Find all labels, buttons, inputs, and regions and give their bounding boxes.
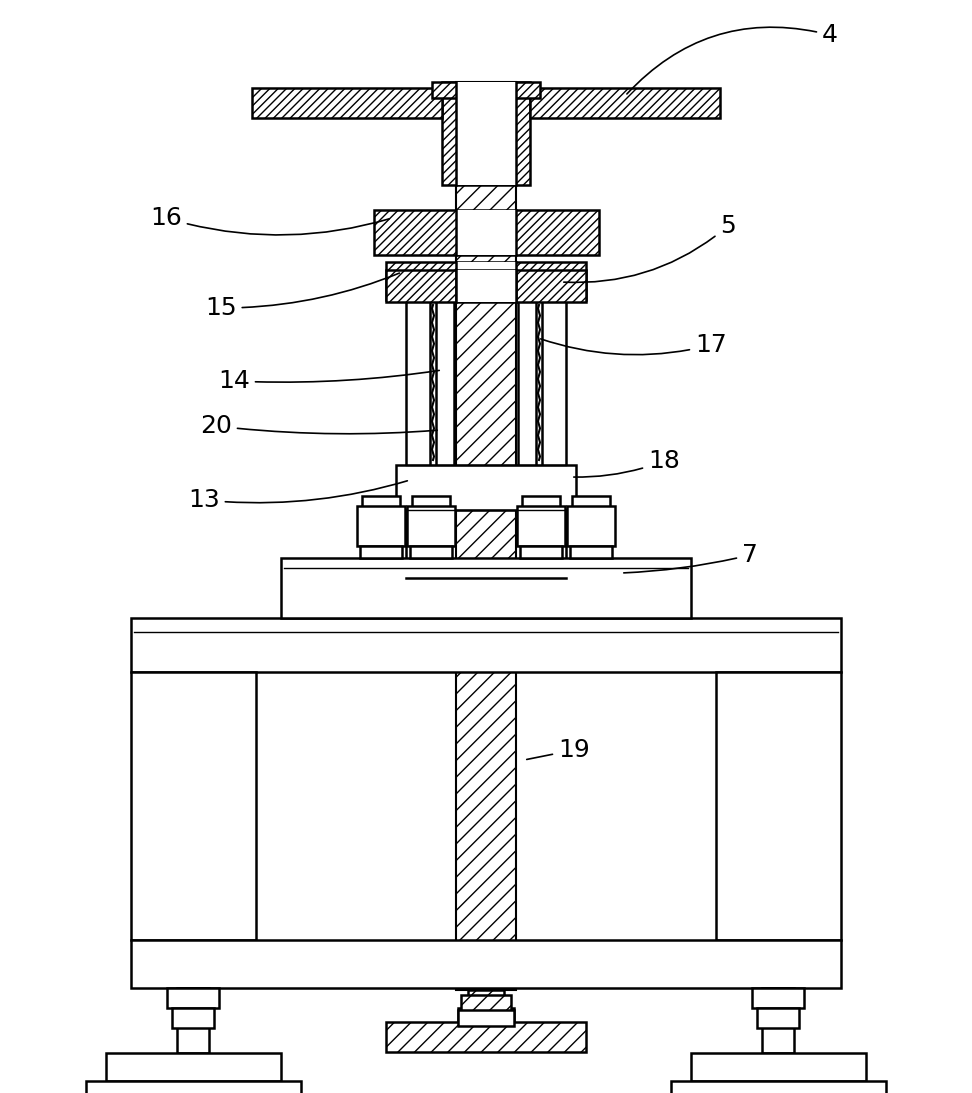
- Bar: [396, 465, 576, 510]
- Bar: [386, 262, 586, 299]
- Bar: [131, 940, 841, 988]
- Bar: [520, 546, 562, 559]
- Bar: [407, 506, 455, 546]
- Bar: [456, 82, 516, 185]
- Bar: [572, 496, 610, 556]
- Bar: [458, 1008, 514, 1022]
- Bar: [458, 1010, 514, 1026]
- Bar: [456, 270, 516, 302]
- Bar: [177, 988, 209, 1053]
- Bar: [762, 988, 794, 1053]
- Text: 20: 20: [200, 414, 437, 438]
- Bar: [357, 506, 405, 546]
- Bar: [691, 1053, 866, 1081]
- Bar: [131, 672, 256, 940]
- Bar: [542, 299, 566, 578]
- Bar: [106, 1053, 281, 1081]
- Bar: [362, 496, 400, 556]
- Bar: [167, 988, 219, 1008]
- Text: 15: 15: [205, 273, 399, 320]
- Bar: [567, 506, 615, 546]
- Bar: [518, 299, 536, 492]
- Bar: [570, 546, 612, 559]
- Bar: [456, 262, 516, 299]
- Bar: [386, 270, 586, 302]
- Bar: [406, 299, 430, 578]
- Bar: [172, 1008, 214, 1029]
- Bar: [281, 559, 691, 618]
- Bar: [752, 988, 804, 1008]
- Bar: [716, 672, 841, 940]
- Bar: [456, 82, 516, 990]
- Bar: [360, 546, 402, 559]
- Bar: [412, 496, 450, 556]
- Bar: [461, 995, 511, 1016]
- Bar: [456, 210, 516, 255]
- Bar: [252, 89, 442, 118]
- Bar: [131, 618, 841, 672]
- Bar: [386, 1022, 586, 1051]
- Bar: [671, 1081, 886, 1093]
- Bar: [374, 210, 599, 255]
- Text: 7: 7: [624, 543, 758, 573]
- Bar: [530, 89, 720, 118]
- Bar: [86, 1081, 301, 1093]
- Bar: [432, 82, 540, 98]
- Text: 17: 17: [540, 333, 727, 357]
- Bar: [442, 82, 530, 185]
- Bar: [757, 1008, 799, 1029]
- Bar: [517, 506, 565, 546]
- Text: 18: 18: [573, 449, 679, 477]
- Text: 19: 19: [527, 738, 590, 762]
- Bar: [410, 546, 452, 559]
- Text: 16: 16: [150, 205, 390, 235]
- Bar: [436, 299, 454, 492]
- Bar: [522, 496, 560, 556]
- Text: 4: 4: [627, 23, 838, 94]
- Text: 5: 5: [564, 214, 736, 282]
- Bar: [468, 990, 504, 1008]
- Text: 13: 13: [188, 481, 407, 512]
- Text: 14: 14: [218, 369, 439, 393]
